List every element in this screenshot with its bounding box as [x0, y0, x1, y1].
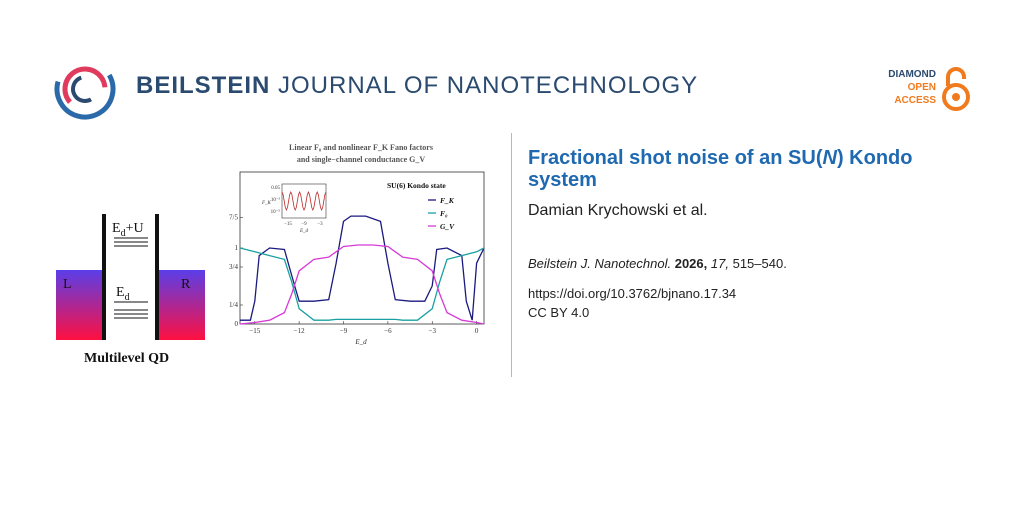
legend-label: G_V	[440, 222, 455, 231]
inset-x-tick-label: −3	[317, 222, 323, 227]
series-line-0	[240, 215, 485, 321]
inset-y-tick-label: 0.05	[271, 186, 280, 191]
quantum-dot-diagram: L R Ed+U Ed Multilevel QD	[56, 214, 205, 366]
journal-title: BEILSTEIN JOURNAL OF NANOTECHNOLOGY	[136, 72, 698, 100]
inset-y-tick-label: 10⁻³	[271, 197, 281, 203]
x-tick-label: −15	[249, 327, 260, 335]
vertical-divider	[511, 133, 512, 377]
legend-title: SU(6) Kondo state	[387, 181, 446, 190]
series-line-2	[239, 244, 485, 325]
lower-levels	[114, 301, 148, 319]
oa-line2: OPEN	[907, 82, 936, 93]
qd-caption: Multilevel QD	[84, 351, 169, 366]
inset-series-line	[281, 190, 327, 212]
upper-levels	[114, 237, 148, 247]
open-access-text: DIAMOND OPEN ACCESS	[876, 68, 936, 107]
series-line-1	[239, 247, 485, 321]
inset-x-tick-label: −9	[301, 222, 307, 227]
inset-x-tick-label: −15	[284, 222, 292, 227]
journal-title-bold: BEILSTEIN	[136, 72, 271, 99]
article-citation: Beilstein J. Nanotechnol. 2026, 17, 515–…	[528, 256, 787, 271]
journal-title-rest: JOURNAL OF NANOTECHNOLOGY	[278, 72, 699, 99]
x-tick-label: −6	[384, 327, 392, 335]
y-tick-label: 1	[235, 244, 239, 252]
y-tick-label: 1/4	[229, 301, 238, 309]
x-tick-label: −9	[340, 327, 348, 335]
lead-label-right: R	[181, 277, 191, 292]
inset-x-axis-label: E_d	[299, 229, 309, 234]
open-access-badge: DIAMOND OPEN ACCESS	[876, 66, 972, 114]
article-license: CC BY 4.0	[528, 305, 590, 320]
y-tick-label: 7/5	[229, 214, 238, 222]
legend-label: F₀	[440, 209, 448, 218]
lead-label-left: L	[63, 277, 72, 292]
right-lead	[159, 270, 205, 340]
oa-line3: ACCESS	[894, 95, 936, 106]
journal-logo-icon	[54, 58, 116, 120]
fano-factor-chart: Linear F₀ and nonlinear F_K Fano factors…	[229, 143, 485, 346]
chart-title-line1: Linear F₀ and nonlinear F_K Fano factors	[289, 143, 433, 152]
right-barrier	[155, 214, 159, 340]
x-tick-label: −3	[429, 327, 437, 335]
open-lock-icon	[942, 67, 970, 111]
left-lead	[56, 270, 102, 340]
inset-y-tick-label: 10⁻⁵	[271, 209, 281, 215]
upper-level-label: Ed+U	[112, 221, 144, 239]
y-tick-label: 3/4	[229, 263, 238, 271]
x-axis-label: E_d	[354, 338, 367, 346]
article-authors: Damian Krychowski et al.	[528, 202, 708, 219]
left-barrier	[102, 214, 106, 340]
inset-frame	[281, 183, 327, 219]
y-tick-label: 0	[235, 320, 239, 328]
lower-level-label: Ed	[116, 285, 130, 303]
article-title[interactable]: Fractional shot noise of an SU(N) Kondo …	[528, 147, 913, 191]
x-tick-label: −12	[294, 327, 305, 335]
chart-title-line2: and single−channel conductance G_V	[297, 155, 426, 164]
legend-label: F_K	[440, 196, 455, 205]
inset-y-axis-label: F_K	[261, 201, 272, 206]
article-doi-link[interactable]: https://doi.org/10.3762/bjnano.17.34	[528, 286, 737, 301]
x-tick-label: 0	[475, 327, 479, 335]
oa-line1: DIAMOND	[888, 69, 936, 80]
